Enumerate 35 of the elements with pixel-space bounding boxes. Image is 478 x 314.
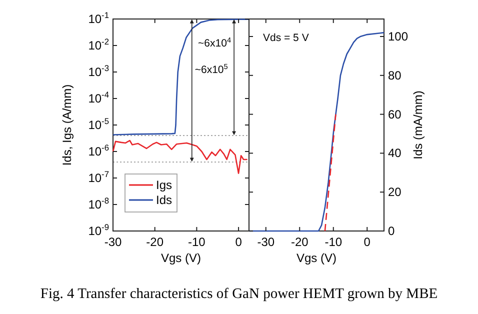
y-tick-label: 100 (388, 30, 408, 44)
y-tick-label: 20 (388, 185, 402, 200)
y-tick-label: 40 (388, 146, 402, 160)
y-tick-label: 60 (388, 107, 402, 122)
line-series (112, 18, 250, 136)
y-axis-title: Ids (mA/mm) (411, 90, 425, 160)
y-tick-label: 10$^{-7}$ (88, 169, 110, 185)
x-tick-label: -10 (188, 235, 206, 249)
annotation: ~6x10$^{5}$ (194, 62, 228, 76)
y-tick-label: 10$^{-9}$ (88, 222, 110, 238)
y-tick-label: 10$^{-4}$ (88, 90, 110, 106)
y-axis-title: Ids, Igs (A/mm) (60, 84, 74, 166)
annotation: Vds = 5 V (263, 32, 309, 44)
caption: Fig. 4 Transfer characteristics of GaN power HEMT grown by MBE (40, 286, 438, 302)
x-axis-title: Vgs (V) (296, 251, 337, 265)
x-tick-label: -20 (146, 235, 164, 249)
legend-label: Igs (156, 178, 172, 192)
x-tick-label: -20 (290, 235, 309, 249)
x-axis-title: Vgs (V) (160, 251, 202, 265)
y-tick-label: 10$^{-1}$ (88, 10, 110, 26)
y-tick-label: 10$^{-6}$ (88, 142, 110, 158)
x-tick-label: -10 (324, 235, 342, 249)
y-tick-label: 10$^{-5}$ (88, 116, 110, 132)
y-tick-label: 10$^{-2}$ (88, 36, 110, 52)
y-tick-label: 10$^{-3}$ (88, 63, 110, 79)
line-series (112, 140, 248, 174)
x-tick-label: -30 (257, 235, 275, 249)
annotation: ~6x10$^{4}$ (198, 34, 232, 50)
x-tick-label: 0 (364, 235, 371, 249)
x-tick-label: 0 (235, 235, 242, 249)
y-tick-label: 80 (388, 68, 402, 82)
legend-label: Ids (156, 193, 172, 207)
x-tick-label: -30 (104, 235, 122, 249)
y-tick-label: 10$^{-8}$ (88, 196, 110, 212)
y-tick-label: 0 (388, 224, 395, 238)
